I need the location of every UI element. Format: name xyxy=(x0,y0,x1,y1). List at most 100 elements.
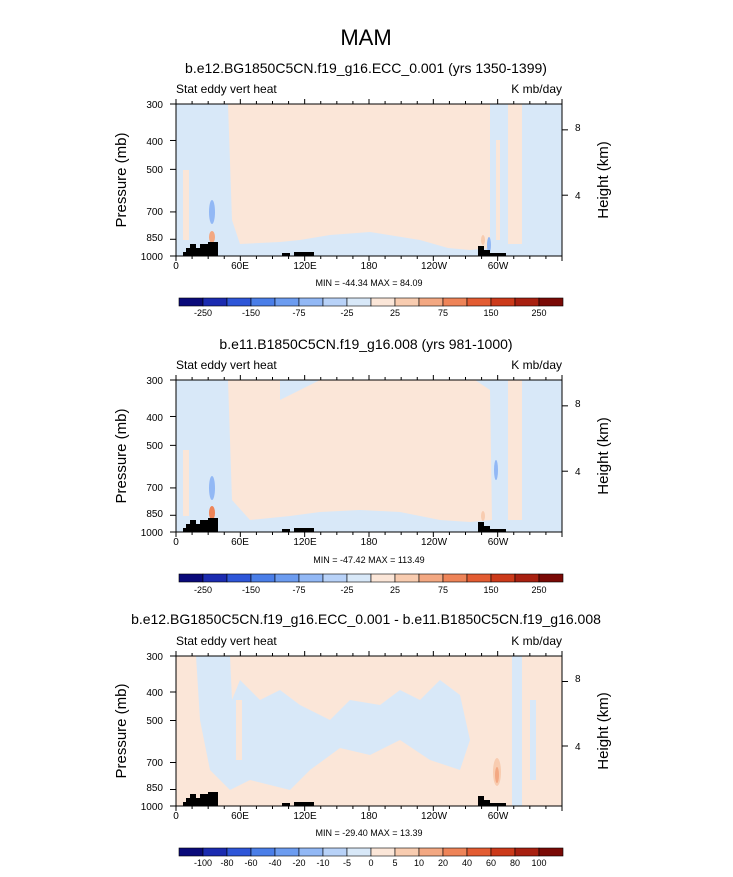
panel-1-left-label: Stat eddy vert heat xyxy=(176,82,277,96)
panel-2-negative-core-2 xyxy=(494,460,498,480)
panel-2-cb-label-2: -75 xyxy=(292,585,305,595)
panel-2-y2tick-0: 8 xyxy=(575,399,581,410)
colorbar-swatch xyxy=(442,573,468,583)
colorbar-swatch xyxy=(418,847,444,857)
panel-2-ytick-1: 400 xyxy=(146,413,163,424)
panel-3-ylabel: Pressure (mb) xyxy=(113,683,130,778)
panel-1-xtick-5: 60W xyxy=(488,261,509,272)
colorbar-swatch xyxy=(250,847,276,857)
panel-2-ticks xyxy=(170,375,568,537)
colorbar-swatch xyxy=(178,297,204,307)
panel-1-y2tick-0: 8 xyxy=(575,123,581,134)
panel-2-cb-label-7: 250 xyxy=(531,585,546,595)
panel-3-plot-field xyxy=(176,656,562,806)
panel-3-xtick-3: 180 xyxy=(361,811,378,822)
panel-2-ytick-3: 700 xyxy=(146,483,163,494)
panel-3-right-label: K mb/day xyxy=(511,634,562,648)
panel-1-y2label: Height (km) xyxy=(595,141,612,219)
panel-1-cb-label-1: -150 xyxy=(242,308,260,318)
panel-2-xtick-1: 60E xyxy=(231,537,249,548)
panel-3-field-negative xyxy=(196,656,470,790)
panel-2-ytick-5: 1000 xyxy=(141,528,164,539)
panel-1-cb-label-4: 25 xyxy=(390,308,400,318)
panel-1-negative-core-2 xyxy=(487,237,491,253)
panel-2-plot-field xyxy=(176,380,562,532)
panel-1-field-positive-west xyxy=(183,170,189,240)
colorbar-swatch xyxy=(322,573,348,583)
colorbar-swatch xyxy=(274,573,300,583)
panel-3-left-label: Stat eddy vert heat xyxy=(176,634,277,648)
panel-1: b.e12.BG1850C5CN.f19_g16.ECC_0.001 (yrs … xyxy=(113,60,612,318)
panel-1-y2tick-1: 4 xyxy=(575,191,581,202)
colorbar-swatch xyxy=(298,573,324,583)
panel-1-ytick-0: 300 xyxy=(146,100,163,111)
panel-1-ytick-2: 500 xyxy=(146,165,163,176)
panel-2-terrain xyxy=(183,518,506,532)
colorbar-swatch xyxy=(538,573,564,583)
panel-1-xtick-3: 180 xyxy=(361,261,378,272)
colorbar-swatch xyxy=(442,297,468,307)
panel-2-cb-label-5: 75 xyxy=(438,585,448,595)
panel-2-ytick-0: 300 xyxy=(146,376,163,387)
panel-2-cb-label-3: -25 xyxy=(340,585,353,595)
panel-1-terrain xyxy=(183,242,506,256)
panel-1-plot-field xyxy=(176,104,562,256)
panel-1-ylabel: Pressure (mb) xyxy=(113,132,130,227)
panel-1-right-label: K mb/day xyxy=(511,82,562,96)
panel-3-xtick-0: 0 xyxy=(173,811,179,822)
panel-1-positive-core xyxy=(209,231,215,243)
colorbar-swatch xyxy=(538,847,564,857)
colorbar-swatch xyxy=(346,297,372,307)
colorbar-swatch xyxy=(490,297,516,307)
panel-2-cb-label-0: -250 xyxy=(194,585,212,595)
colorbar-swatch xyxy=(322,847,348,857)
panel-1-cb-label-5: 75 xyxy=(438,308,448,318)
colorbar-swatch xyxy=(490,573,516,583)
panel-3-cb-label-12: 60 xyxy=(486,858,496,868)
panel-2-minmax: MIN = -47.42 MAX = 113.49 xyxy=(313,555,424,565)
panel-3-y2label: Height (km) xyxy=(595,692,612,770)
colorbar-swatch xyxy=(418,573,444,583)
panel-3-cb-label-10: 20 xyxy=(438,858,448,868)
panel-2-cb-label-1: -150 xyxy=(242,585,260,595)
colorbar-swatch xyxy=(514,847,540,857)
panel-3-cb-label-1: -80 xyxy=(220,858,233,868)
panel-2-positive-core xyxy=(209,506,215,520)
colorbar-swatch xyxy=(202,847,228,857)
colorbar-swatch xyxy=(298,297,324,307)
colorbar-swatch xyxy=(418,297,444,307)
panel-2-xtick-2: 120E xyxy=(293,537,317,548)
panel-2-y2label: Height (km) xyxy=(595,417,612,495)
panel-3-ytick-5: 1000 xyxy=(141,802,164,813)
panel-2-negative-core xyxy=(209,476,215,500)
colorbar-swatch xyxy=(370,297,396,307)
colorbar-swatch xyxy=(514,573,540,583)
panel-3-ytick-4: 850 xyxy=(146,783,163,794)
panel-1-field-positive-strip xyxy=(496,140,500,240)
panel-3-cb-label-4: -20 xyxy=(292,858,305,868)
colorbar-swatch xyxy=(226,297,252,307)
panel-3-cb-label-0: -100 xyxy=(194,858,212,868)
panel-3-xtick-5: 60W xyxy=(488,811,509,822)
panel-3-field-positive-strip xyxy=(236,700,242,760)
panel-2-ytick-2: 500 xyxy=(146,441,163,452)
colorbar-swatch xyxy=(466,297,492,307)
colorbar-swatch xyxy=(442,847,468,857)
panel-3-colorbar xyxy=(178,847,564,857)
panel-2-field-positive xyxy=(228,380,492,522)
colorbar-swatch xyxy=(322,297,348,307)
panel-2-cb-label-4: 25 xyxy=(390,585,400,595)
colorbar-swatch xyxy=(394,573,420,583)
panel-3-cb-label-11: 40 xyxy=(462,858,472,868)
panel-1-ytick-4: 850 xyxy=(146,233,163,244)
panel-2-ylabel: Pressure (mb) xyxy=(113,408,130,503)
panel-2-ytick-4: 850 xyxy=(146,509,163,520)
panel-3-cb-label-9: 10 xyxy=(414,858,424,868)
colorbar-swatch xyxy=(466,573,492,583)
panel-3-cb-label-8: 5 xyxy=(392,858,397,868)
colorbar-swatch xyxy=(178,847,204,857)
colorbar-swatch xyxy=(250,297,276,307)
colorbar-swatch xyxy=(226,847,252,857)
figure-title: MAM xyxy=(340,25,391,50)
